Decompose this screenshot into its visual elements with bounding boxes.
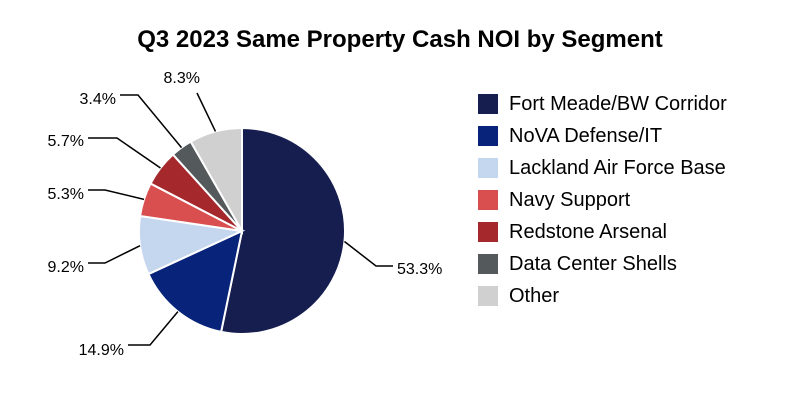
- leader-line: [196, 92, 217, 132]
- pie-slice: [147, 229, 244, 334]
- leader-line: [128, 311, 179, 346]
- data-label: 9.2%: [48, 259, 84, 276]
- legend-label: Data Center Shells: [509, 252, 677, 275]
- legend-item: NoVA Defense/IT: [478, 124, 662, 148]
- leader-line: [88, 189, 145, 201]
- legend-label: Redstone Arsenal: [509, 220, 667, 243]
- legend-item: Navy Support: [478, 188, 630, 212]
- data-label: 8.3%: [164, 70, 200, 87]
- legend-swatch: [478, 126, 498, 146]
- data-label: 5.7%: [48, 133, 84, 150]
- legend-item: Lackland Air Force Base: [478, 156, 726, 180]
- legend-label: Navy Support: [509, 188, 631, 211]
- leader-line: [120, 94, 183, 149]
- legend-swatch: [478, 222, 498, 242]
- legend-label: NoVA Defense/IT: [509, 124, 663, 147]
- data-label: 5.3%: [48, 186, 84, 203]
- legend-item: Redstone Arsenal: [478, 220, 667, 244]
- legend-label: Lackland Air Force Base: [509, 156, 726, 179]
- legend-label: Other: [509, 284, 560, 307]
- data-label: 14.9%: [79, 342, 124, 359]
- legend-label: Fort Meade/BW Corridor: [509, 92, 727, 115]
- legend-item: Fort Meade/BW Corridor: [478, 92, 727, 116]
- leader-line: [88, 244, 141, 264]
- leader-line: [344, 240, 393, 267]
- legend-item: Other: [478, 284, 559, 308]
- legend-item: Data Center Shells: [478, 252, 677, 276]
- leader-line: [88, 137, 161, 169]
- data-label: 53.3%: [397, 261, 442, 278]
- legend-swatch: [478, 158, 498, 178]
- data-label: 3.4%: [80, 91, 116, 108]
- legend-swatch: [478, 286, 498, 306]
- chart-title: Q3 2023 Same Property Cash NOI by Segmen…: [137, 26, 663, 53]
- pie-slice: [189, 126, 243, 235]
- legend-swatch: [478, 94, 498, 114]
- pie-slice: [219, 126, 346, 335]
- legend-swatch: [478, 254, 498, 274]
- legend-swatch: [478, 190, 498, 210]
